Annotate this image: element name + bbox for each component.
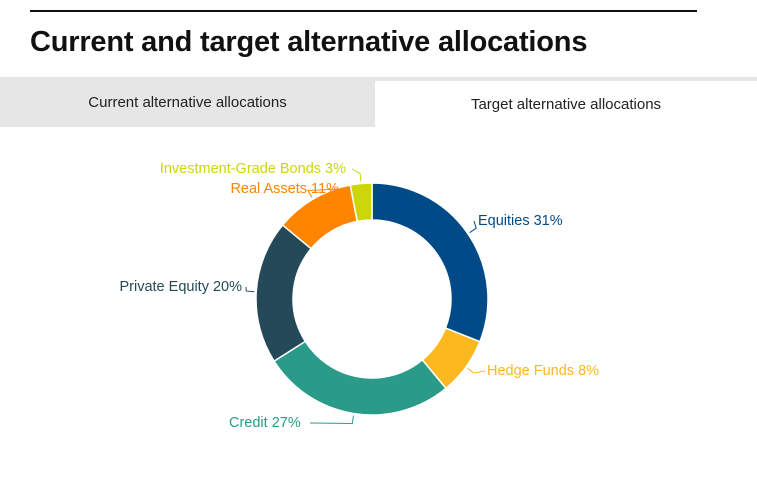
slice-label: Private Equity 20% [119, 279, 242, 295]
tab-bar: Current alternative allocations Target a… [0, 77, 757, 127]
donut-slice [273, 340, 447, 416]
slice-label: Investment-Grade Bonds 3% [160, 161, 346, 177]
slice-label: Real Assets 11% [230, 181, 339, 197]
slice-label: Hedge Funds 8% [487, 363, 599, 379]
slice-labels: Equities 31% Hedge Funds 8% Credit 27% Priv… [119, 161, 599, 431]
tab-current-allocations[interactable]: Current alternative allocations [0, 77, 375, 127]
label-leader-line [309, 415, 355, 424]
tab-target-label: Target alternative allocations [470, 95, 662, 113]
label-leader-line [467, 367, 486, 374]
donut-slice [371, 182, 489, 343]
page-title: Current and target alternative allocatio… [30, 26, 588, 58]
label-leader-line [351, 168, 362, 182]
top-rule [30, 10, 697, 12]
tab-target-allocations[interactable]: Target alternative allocations [375, 81, 757, 127]
tab-current-label: Current alternative allocations [88, 93, 287, 111]
tab-strip [0, 77, 757, 81]
label-leader-line [245, 286, 255, 293]
donut-slices [255, 182, 489, 416]
label-leader-line [307, 188, 342, 198]
slice-label: Credit 27% [229, 415, 301, 431]
slice-label: Equities 31% [478, 213, 563, 229]
donut-slice [349, 182, 373, 223]
label-leader-line [469, 220, 477, 234]
donut-slice [255, 224, 313, 363]
label-leaders [245, 168, 486, 424]
